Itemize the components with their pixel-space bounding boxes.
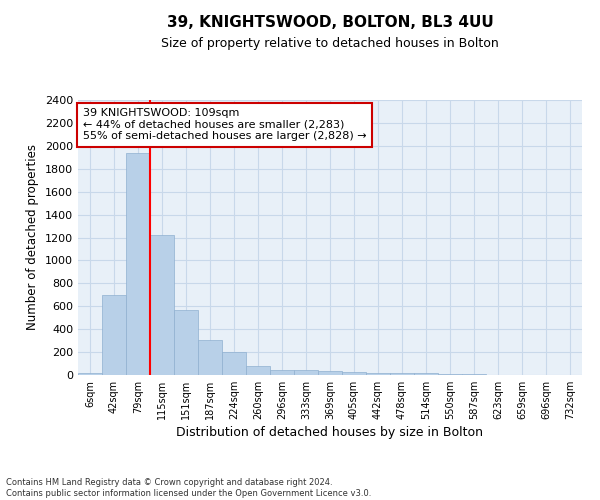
Bar (342, 372, 366, 375)
Bar (78, 372, 102, 375)
Bar (366, 372, 390, 375)
Bar (318, 371, 342, 375)
Text: 39, KNIGHTSWOOD, BOLTON, BL3 4UU: 39, KNIGHTSWOOD, BOLTON, BL3 4UU (167, 15, 493, 30)
Bar (270, 370, 294, 375)
Bar (438, 374, 462, 375)
Bar (294, 370, 318, 375)
Bar (174, 310, 198, 375)
Y-axis label: Number of detached properties: Number of detached properties (26, 144, 40, 330)
Bar (222, 352, 246, 375)
Bar (150, 235, 174, 375)
Text: Contains HM Land Registry data © Crown copyright and database right 2024.
Contai: Contains HM Land Registry data © Crown c… (6, 478, 371, 498)
Text: Size of property relative to detached houses in Bolton: Size of property relative to detached ho… (161, 38, 499, 51)
Bar (462, 374, 486, 375)
Bar (246, 366, 270, 375)
Text: 39 KNIGHTSWOOD: 109sqm
← 44% of detached houses are smaller (2,283)
55% of semi-: 39 KNIGHTSWOOD: 109sqm ← 44% of detached… (83, 108, 367, 142)
Bar (126, 152, 150, 375)
X-axis label: Distribution of detached houses by size in Bolton: Distribution of detached houses by size … (176, 426, 484, 439)
Bar (198, 340, 222, 375)
Bar (390, 374, 414, 375)
Bar (414, 372, 438, 375)
Bar (102, 295, 126, 375)
